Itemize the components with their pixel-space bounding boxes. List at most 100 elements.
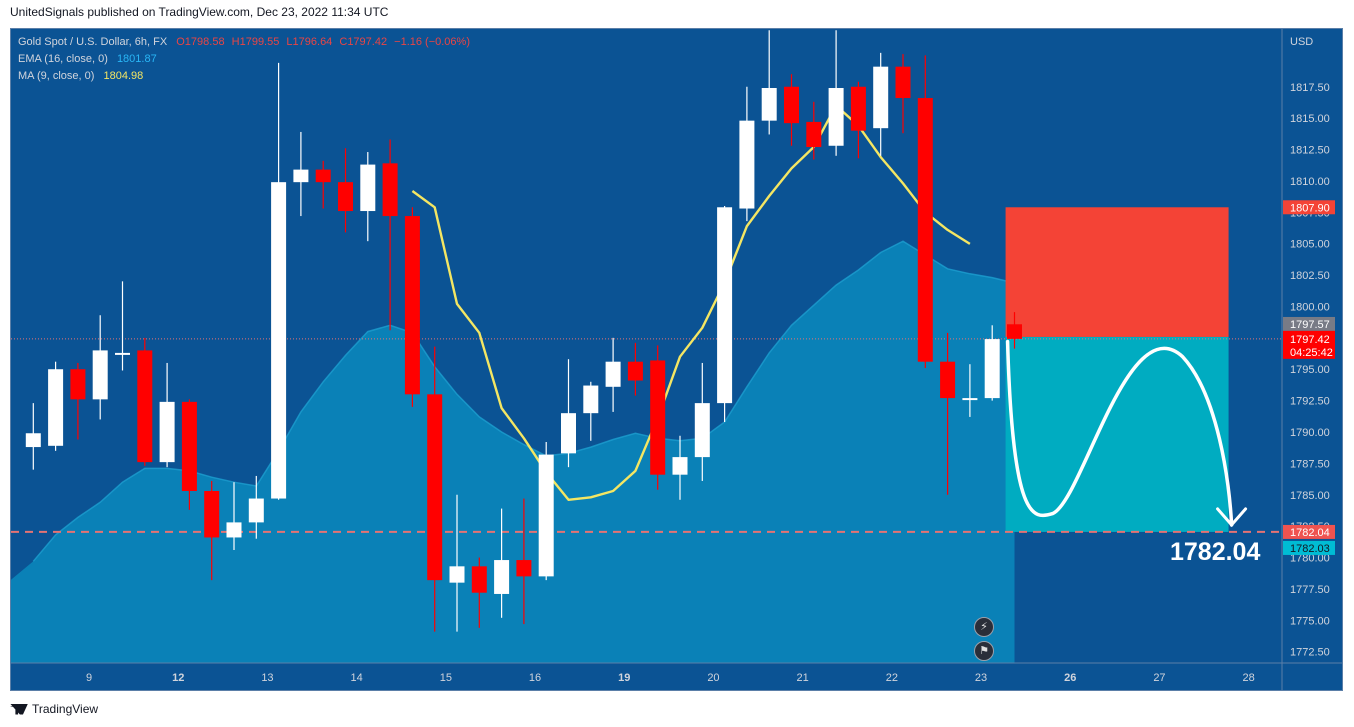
candle[interactable]: [940, 332, 956, 495]
candle[interactable]: [382, 139, 398, 331]
candle[interactable]: [271, 62, 287, 500]
candle[interactable]: [739, 86, 755, 222]
candle[interactable]: [360, 152, 376, 242]
y-tick-label: 1775.00: [1290, 615, 1330, 627]
candle[interactable]: [605, 337, 621, 412]
candle[interactable]: [561, 359, 576, 468]
candle[interactable]: [404, 207, 420, 407]
svg-text:1782.04: 1782.04: [1290, 527, 1330, 539]
candle[interactable]: [650, 345, 666, 490]
x-tick-label: 22: [886, 672, 898, 684]
candle[interactable]: [583, 381, 599, 441]
candle[interactable]: [181, 399, 197, 510]
y-tick-label: 1812.50: [1290, 145, 1330, 157]
y-tick-label: 1802.50: [1290, 270, 1330, 282]
ma-line: [411, 104, 971, 501]
us-flag-icon[interactable]: ⚑: [974, 641, 994, 661]
candle[interactable]: [761, 30, 777, 135]
candle[interactable]: [293, 131, 309, 217]
candle[interactable]: [137, 337, 153, 466]
ema-area: [11, 241, 1015, 663]
candle[interactable]: [962, 364, 978, 417]
x-tick-label: 20: [707, 672, 719, 684]
candle[interactable]: [717, 206, 733, 422]
last-close-price-tag[interactable]: 1797.57: [1283, 316, 1335, 331]
legend-close: C1797.42: [339, 36, 388, 48]
candle[interactable]: [427, 346, 443, 632]
tradingview-logo-icon: [10, 703, 28, 715]
footer-brand: TradingView: [32, 702, 99, 716]
candle[interactable]: [1007, 312, 1022, 349]
candle[interactable]: [516, 498, 532, 625]
svg-text:1807.90: 1807.90: [1290, 202, 1330, 214]
legend-main-row: Gold Spot / U.S. Dollar, 6h, FX O1798.58…: [18, 36, 470, 48]
target-annotation: 1782.04: [1170, 538, 1260, 566]
stop-price-tag[interactable]: 1807.90: [1283, 200, 1335, 215]
y-tick-label: 1785.00: [1290, 490, 1330, 502]
y-tick-label: 1805.00: [1290, 239, 1330, 251]
candle[interactable]: [873, 52, 889, 156]
currency-label: USD: [1290, 36, 1313, 48]
candle[interactable]: [248, 475, 264, 539]
x-tick-label: 15: [440, 672, 452, 684]
y-tick-label: 1780.00: [1290, 553, 1330, 565]
legend-low: L1796.64: [286, 36, 333, 48]
candle[interactable]: [471, 557, 487, 628]
candle[interactable]: [984, 325, 1000, 401]
legend-ma-row: MA (9, close, 0) 1804.98: [18, 70, 143, 82]
candle[interactable]: [828, 30, 844, 156]
candle[interactable]: [494, 508, 510, 618]
x-tick-label: 13: [261, 672, 273, 684]
x-tick-label: 9: [86, 672, 92, 684]
candle[interactable]: [115, 281, 130, 371]
candle[interactable]: [204, 480, 220, 581]
x-tick-label: 16: [529, 672, 541, 684]
legend-ma-value: 1804.98: [103, 70, 144, 82]
candle[interactable]: [850, 81, 866, 159]
x-tick-label: 14: [351, 672, 363, 684]
candle[interactable]: [694, 362, 710, 481]
x-tick-label: 19: [618, 672, 630, 684]
y-tick-label: 1792.50: [1290, 396, 1330, 408]
candle[interactable]: [159, 362, 175, 468]
candle[interactable]: [92, 315, 108, 420]
candle[interactable]: [315, 160, 331, 209]
target-price-tag-2[interactable]: 1782.03: [1283, 540, 1335, 555]
lightning-icon[interactable]: ⚡: [974, 617, 994, 637]
candle[interactable]: [672, 435, 688, 500]
legend-ema-row: EMA (16, close, 0) 1801.87: [18, 53, 157, 65]
legend-ema-value: 1801.87: [116, 53, 157, 65]
candle[interactable]: [226, 482, 242, 551]
down-arrow-icon: [1216, 507, 1248, 528]
candle[interactable]: [895, 54, 911, 134]
legend-open: O1798.58: [176, 36, 225, 48]
candle[interactable]: [449, 494, 465, 632]
stop-loss-zone[interactable]: [1005, 207, 1229, 337]
candle[interactable]: [917, 55, 933, 368]
x-tick-label: 23: [975, 672, 987, 684]
projection-curve: [1005, 339, 1234, 527]
candle[interactable]: [538, 442, 554, 581]
candle[interactable]: [70, 362, 86, 440]
take-profit-zone[interactable]: [1005, 336, 1229, 532]
legend-ema-label: EMA (16, close, 0): [18, 53, 108, 65]
svg-text:1797.57: 1797.57: [1290, 319, 1330, 331]
legend-change: −1.16 (−0.06%): [394, 36, 470, 48]
target-price-tag[interactable]: 1782.04: [1283, 524, 1335, 539]
candle[interactable]: [48, 361, 64, 451]
candle[interactable]: [338, 148, 353, 233]
y-tick-label: 1772.50: [1290, 647, 1330, 659]
candle[interactable]: [25, 403, 41, 470]
candle[interactable]: [806, 101, 822, 160]
x-tick-label: 21: [797, 672, 809, 684]
candle[interactable]: [627, 342, 643, 396]
candle[interactable]: [784, 74, 799, 146]
y-tick-label: 1787.50: [1290, 458, 1330, 470]
y-tick-label: 1777.50: [1290, 584, 1330, 596]
y-tick-label: 1800.00: [1290, 301, 1330, 313]
y-tick-label: 1815.00: [1290, 113, 1330, 125]
x-tick-label: 12: [172, 672, 184, 684]
svg-text:1797.42: 1797.42: [1290, 334, 1330, 346]
